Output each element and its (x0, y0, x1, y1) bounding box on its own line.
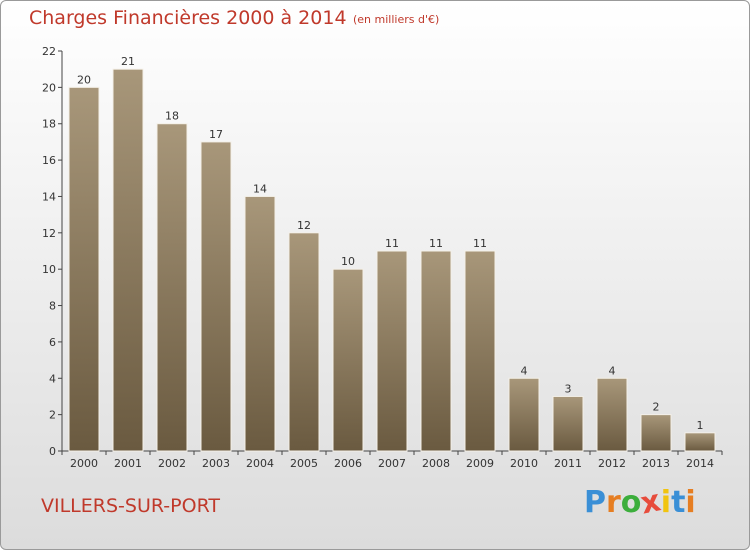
logo-letter: t (671, 485, 686, 520)
chart-title: Charges Financières 2000 à 2014 (29, 7, 347, 29)
bar-2002 (156, 123, 188, 452)
bar-2012 (596, 377, 628, 452)
x-tick-label-2013: 2013 (642, 457, 670, 470)
logo-letter: i (660, 485, 672, 520)
y-tick-label: 18 (42, 118, 56, 131)
data-label-2004: 14 (253, 182, 267, 195)
data-label-2008: 11 (429, 237, 443, 250)
bar-2014 (684, 432, 716, 452)
y-tick-label: 6 (49, 336, 56, 349)
y-tick-label: 12 (42, 227, 56, 240)
bar-2009 (464, 250, 496, 452)
place-name: VILLERS-SUR-PORT (41, 495, 220, 517)
proxiti-logo[interactable]: Proxiti (584, 483, 696, 521)
bar-2000 (68, 86, 100, 452)
data-label-2003: 17 (209, 128, 223, 141)
data-label-2010: 4 (521, 364, 528, 377)
bar-2004 (244, 195, 276, 452)
data-label-2002: 18 (165, 110, 179, 123)
data-label-2013: 2 (653, 401, 660, 414)
x-tick-label-2009: 2009 (466, 457, 494, 470)
y-tick-label: 4 (49, 372, 56, 385)
x-tick-label-2003: 2003 (202, 457, 230, 470)
x-tick-label-2012: 2012 (598, 457, 626, 470)
bar-2006 (332, 268, 364, 452)
x-tick-label-2007: 2007 (378, 457, 406, 470)
x-tick-label-2004: 2004 (246, 457, 274, 470)
bar-2003 (200, 141, 232, 452)
data-label-2000: 20 (77, 73, 91, 86)
bar-2007 (376, 250, 408, 452)
x-tick-label-2005: 2005 (290, 457, 318, 470)
y-tick-label: 20 (42, 81, 56, 94)
data-label-2005: 12 (297, 219, 311, 232)
chart-subtitle: (en milliers d'€) (353, 13, 440, 26)
y-tick-label: 8 (49, 300, 56, 313)
y-tick-label: 10 (42, 263, 56, 276)
y-tick-label: 14 (42, 190, 56, 203)
bar-2001 (112, 68, 144, 452)
data-label-2006: 10 (341, 255, 355, 268)
data-label-2009: 11 (473, 237, 487, 250)
bar-2010 (508, 377, 540, 452)
x-tick-label-2002: 2002 (158, 457, 186, 470)
bar-2008 (420, 250, 452, 452)
data-label-2001: 21 (121, 55, 135, 68)
x-tick-label-2000: 2000 (70, 457, 98, 470)
x-tick-label-2001: 2001 (114, 457, 142, 470)
y-tick-label: 22 (42, 45, 56, 58)
data-label-2012: 4 (609, 364, 616, 377)
bar-2005 (288, 232, 320, 452)
logo-letter: o (620, 485, 642, 520)
bar-2013 (640, 414, 672, 452)
data-label-2011: 3 (565, 382, 572, 395)
x-tick-label-2010: 2010 (510, 457, 538, 470)
x-tick-label-2011: 2011 (554, 457, 582, 470)
logo-letter: P (584, 485, 606, 520)
y-tick-label: 2 (49, 409, 56, 422)
data-label-2014: 1 (697, 419, 704, 432)
data-label-2007: 11 (385, 237, 399, 250)
x-tick-label-2008: 2008 (422, 457, 450, 470)
bar-2011 (552, 395, 584, 452)
y-tick-label: 16 (42, 154, 56, 167)
logo-letter: i (685, 485, 696, 520)
x-tick-label-2014: 2014 (686, 457, 714, 470)
y-tick-label: 0 (49, 445, 56, 458)
logo-letter: r (606, 485, 621, 520)
x-tick-label-2006: 2006 (334, 457, 362, 470)
